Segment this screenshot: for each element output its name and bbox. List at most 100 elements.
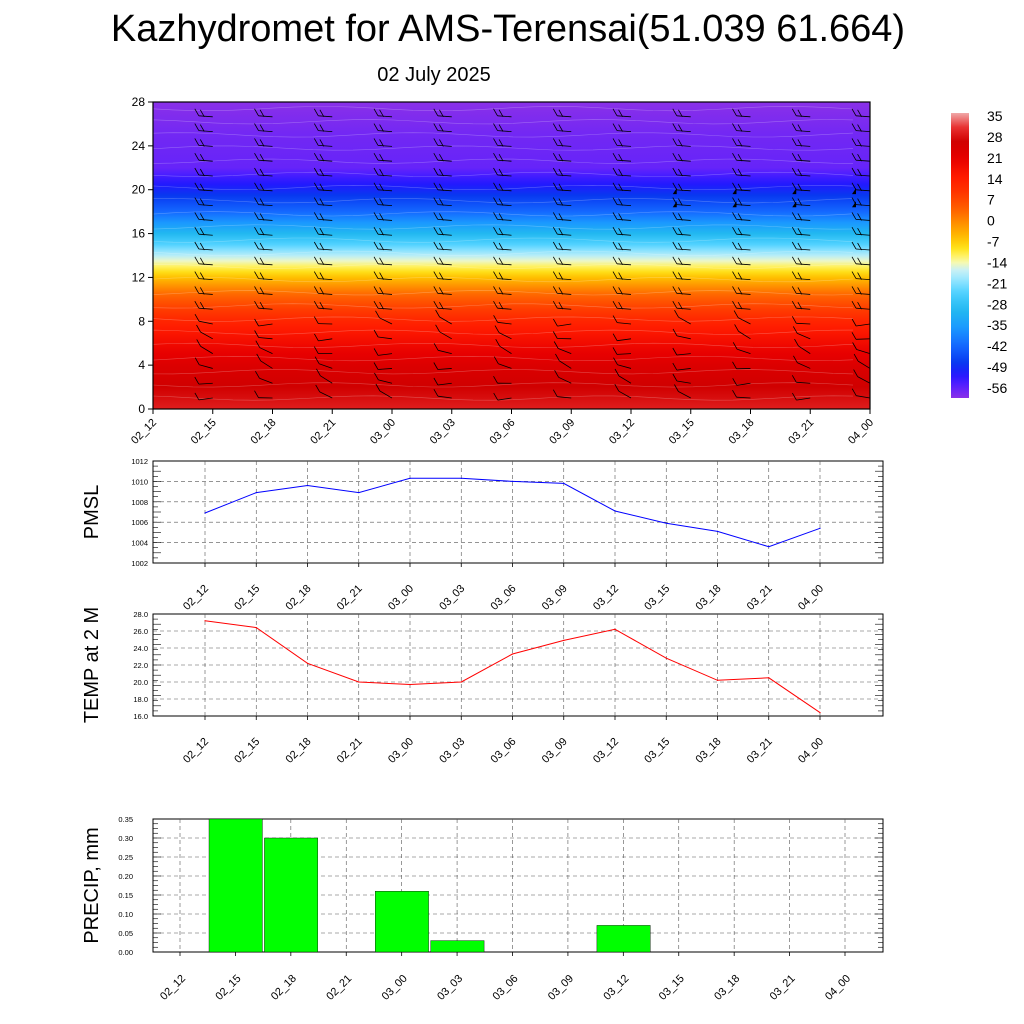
wind-barb-feather (194, 197, 200, 205)
contour-line (152, 171, 854, 177)
wind-barb-feather (791, 167, 797, 176)
wind-barb-feather (612, 227, 618, 235)
wind-barb-feather (791, 256, 797, 264)
wind-barb-feather (851, 332, 857, 340)
contour-line (152, 369, 854, 375)
wind-barb-feather (851, 271, 857, 279)
wind-barb-feather (373, 329, 379, 338)
wind-barb (736, 159, 751, 162)
wind-barb-feather (553, 318, 558, 327)
wind-barb (737, 348, 751, 355)
wind-barb-feather (554, 370, 559, 378)
wind-barb-feather (373, 241, 379, 250)
colorbar-label: -7 (987, 234, 1000, 250)
precip-bar (430, 940, 485, 953)
wind-barb-feather (498, 213, 504, 221)
wind-barb-feather (259, 154, 265, 162)
wind-barb-feather (558, 183, 564, 192)
wind-barb-feather (737, 154, 743, 162)
wind-barb-feather (313, 301, 319, 309)
wind-barb-feather (439, 109, 444, 118)
wind-barb-feather (791, 271, 797, 279)
y-tick-label: 20 (132, 183, 146, 197)
wind-barb-feather (552, 212, 558, 220)
wind-barb-feather (791, 227, 797, 235)
wind-barb (676, 115, 691, 118)
wind-barb-feather (199, 228, 205, 236)
wind-barb-feather (732, 241, 737, 250)
x-tick-label: 03_12 (601, 973, 631, 1003)
wind-barb-feather (493, 108, 498, 116)
wind-barb-feather (737, 168, 743, 177)
wind-barb-feather (857, 242, 862, 251)
wind-barb (796, 204, 811, 207)
wind-barb-feather (791, 123, 797, 131)
x-tick-label: 03_03 (435, 973, 465, 1003)
contour-line (152, 342, 854, 348)
wind-barb-feather (678, 124, 683, 132)
wind-barb (796, 233, 811, 236)
wind-barb (198, 204, 213, 207)
wind-barb (616, 174, 632, 177)
wind-barb-feather (552, 153, 558, 161)
wind-barb-feather (612, 256, 618, 264)
wind-barb (259, 377, 273, 384)
wind-barb (796, 248, 811, 251)
wind-barb-feather (319, 183, 325, 192)
wind-barb-feather (379, 257, 384, 266)
colorbar: 35 28 21 14 7 0 -7 -14 -21 -28 -35 -42 -49 -56 (951, 108, 1007, 398)
wind-barb (377, 233, 393, 236)
wind-barb (557, 115, 572, 118)
wind-barb-feather (558, 257, 564, 266)
wind-barb-feather (433, 227, 439, 235)
wind-barb-feather (732, 361, 737, 369)
wind-barb (258, 115, 273, 118)
wind-barb-feather (373, 286, 379, 294)
wind-barb-feather (498, 198, 504, 206)
wind-barb-feather (737, 198, 743, 206)
wind-barb (676, 307, 691, 310)
wind-barb (617, 364, 632, 369)
wind-barb-feather (379, 109, 384, 118)
wind-barb (258, 263, 273, 266)
wind-barb-feather (379, 183, 384, 192)
y-tick-label: 12 (132, 270, 146, 284)
wind-barb-feather (259, 109, 265, 118)
wind-barb-feather (439, 124, 444, 132)
wind-barb (198, 189, 213, 192)
wind-barb (736, 174, 751, 177)
wind-barb-feather (853, 369, 858, 377)
wind-barb (258, 278, 273, 281)
wind-barb (557, 233, 572, 236)
wind-barb (199, 364, 213, 369)
colorbar-label: 28 (987, 129, 1003, 145)
wind-barb-feather (555, 353, 560, 362)
wind-barb-feather (857, 272, 862, 280)
wind-barb (678, 391, 691, 399)
wind-barb (198, 159, 213, 162)
wind-barb-feather (433, 389, 439, 397)
wind-barb (796, 307, 811, 310)
wind-barb (616, 278, 632, 281)
wind-barb-feather (319, 228, 325, 236)
data-point (716, 530, 719, 533)
wind-barb (618, 390, 632, 399)
x-tick-label: 03_09 (540, 583, 570, 613)
wind-barb (437, 159, 452, 162)
wind-barb (377, 189, 393, 192)
wind-barb (437, 248, 452, 251)
contour-line (152, 290, 854, 296)
wind-barb-feather (612, 153, 618, 161)
wind-barb-feather (612, 333, 618, 341)
wind-barb (377, 115, 393, 118)
wind-barb-feather (254, 182, 259, 190)
wind-barb (437, 145, 452, 147)
plot-frame (152, 460, 884, 564)
wind-barb-feather (319, 272, 325, 280)
wind-barb-feather (319, 287, 325, 295)
wind-barb-feather (433, 256, 439, 264)
wind-barb-feather (254, 227, 259, 235)
wind-barb-feather (254, 123, 259, 131)
wind-barb-feather (493, 392, 499, 401)
wind-barb-feather (433, 197, 439, 205)
